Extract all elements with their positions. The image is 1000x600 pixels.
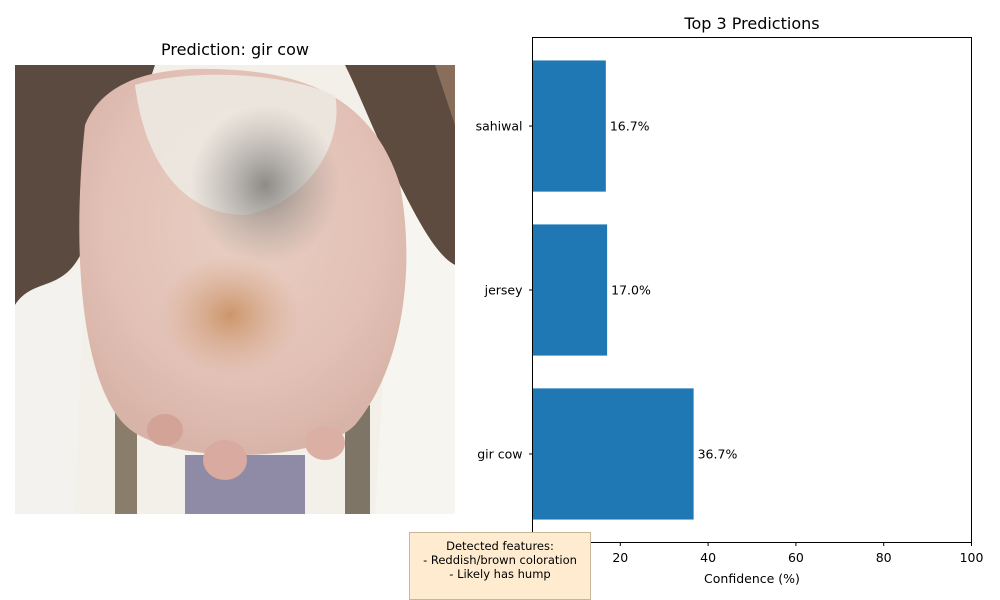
chart-title: Top 3 Predictions xyxy=(683,14,819,33)
x-tick-label: 20 xyxy=(612,550,628,565)
y-tick-label: gir cow xyxy=(477,446,522,461)
y-tick-label: sahiwal xyxy=(476,119,523,134)
bar-jersey xyxy=(532,224,608,356)
y-tick-label: jersey xyxy=(484,283,524,298)
detected-features-box: Detected features: - Reddish/brown color… xyxy=(409,532,591,600)
x-tick-label: 80 xyxy=(876,550,892,565)
x-axis-label: Confidence (%) xyxy=(704,571,800,586)
x-tick-label: 100 xyxy=(960,550,984,565)
bar-sahiwal xyxy=(532,60,606,192)
bar-gir-cow xyxy=(532,388,694,520)
x-tick-label: 60 xyxy=(788,550,804,565)
left-title: Prediction: gir cow xyxy=(161,40,309,59)
data-label: 36.7% xyxy=(698,446,738,461)
feature-line: - Reddish/brown coloration xyxy=(423,553,577,567)
x-tick-label: 40 xyxy=(700,550,716,565)
features-heading: Detected features: xyxy=(446,539,554,553)
cow-udder-photo xyxy=(15,65,455,514)
data-label: 16.7% xyxy=(610,119,650,134)
data-label: 17.0% xyxy=(611,283,651,298)
feature-line: - Likely has hump xyxy=(449,567,551,581)
plot-frame xyxy=(532,37,972,543)
